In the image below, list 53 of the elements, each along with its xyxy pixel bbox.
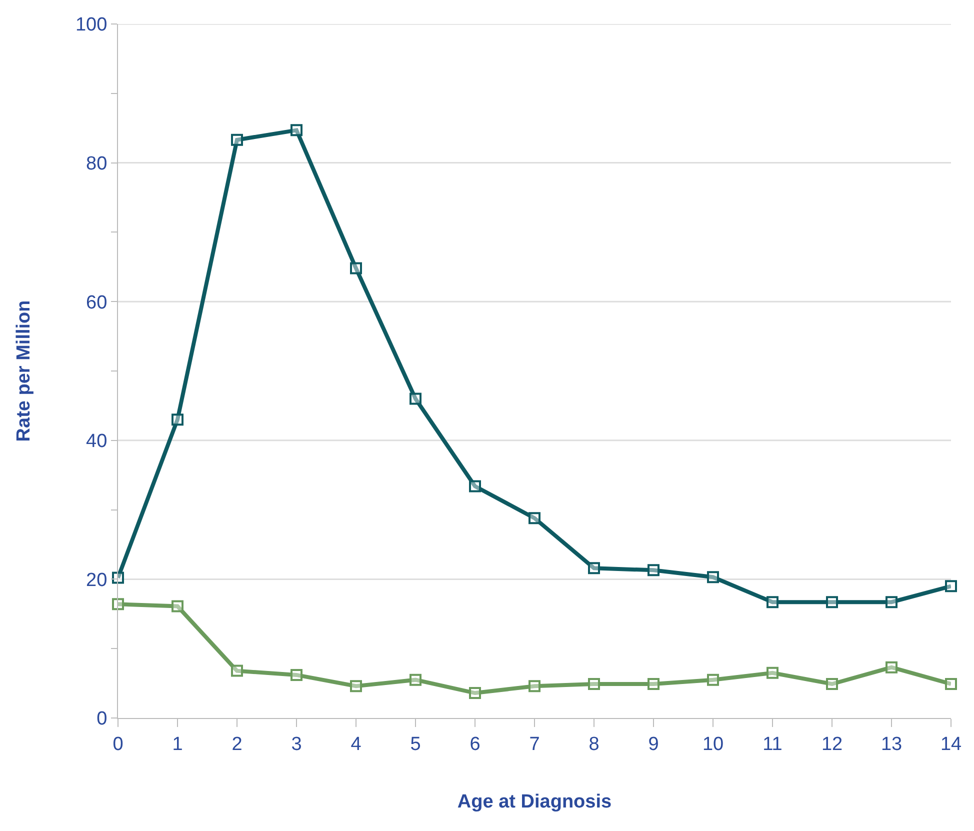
point <box>528 512 540 524</box>
point <box>172 600 184 612</box>
x-tick-label: 6 <box>470 734 480 755</box>
y-tick-label: 40 <box>86 431 108 452</box>
point <box>231 664 243 677</box>
point <box>707 571 719 584</box>
x-tick-label: 3 <box>291 734 302 755</box>
x-tick-label: 10 <box>702 734 724 755</box>
y-tick-label: 60 <box>86 292 108 314</box>
point <box>945 580 957 592</box>
point <box>112 572 124 584</box>
point <box>350 262 362 274</box>
x-tick-label: 12 <box>821 734 843 755</box>
point <box>766 666 778 679</box>
point <box>469 480 481 492</box>
point <box>648 564 660 576</box>
x-tick-label: 0 <box>112 734 124 755</box>
x-tick-label: 2 <box>232 734 242 755</box>
point <box>231 134 243 146</box>
x-tick-label: 13 <box>880 734 902 755</box>
point <box>588 678 600 690</box>
x-tick-label: 11 <box>762 734 782 755</box>
x-tick-label: 14 <box>940 734 962 755</box>
x-tick-label: 5 <box>410 734 421 755</box>
x-tick-label: 7 <box>529 734 540 755</box>
point <box>886 596 898 608</box>
point <box>410 674 422 686</box>
point <box>886 661 898 674</box>
y-tick-label: 0 <box>96 708 108 730</box>
x-axis-title: Age at Diagnosis <box>457 792 612 813</box>
y-axis-title: Rate per Million <box>13 300 34 442</box>
point <box>410 392 422 405</box>
point <box>528 680 540 692</box>
point <box>648 678 660 690</box>
point <box>826 596 838 608</box>
point <box>588 562 600 574</box>
point <box>707 674 719 686</box>
point <box>172 414 184 426</box>
x-tick-label: 1 <box>172 734 183 755</box>
point <box>766 596 778 608</box>
point <box>350 680 362 692</box>
x-tick-label: 8 <box>588 734 600 755</box>
point <box>469 687 481 700</box>
x-tick-label: 9 <box>648 734 659 755</box>
point <box>112 598 124 610</box>
y-tick-label: 20 <box>86 570 108 591</box>
y-tick-label: 100 <box>75 14 108 36</box>
point <box>290 124 302 136</box>
point <box>945 678 957 690</box>
point <box>290 668 302 681</box>
y-tick-label: 80 <box>86 153 108 174</box>
x-tick-label: 4 <box>350 734 362 755</box>
point <box>826 678 838 690</box>
